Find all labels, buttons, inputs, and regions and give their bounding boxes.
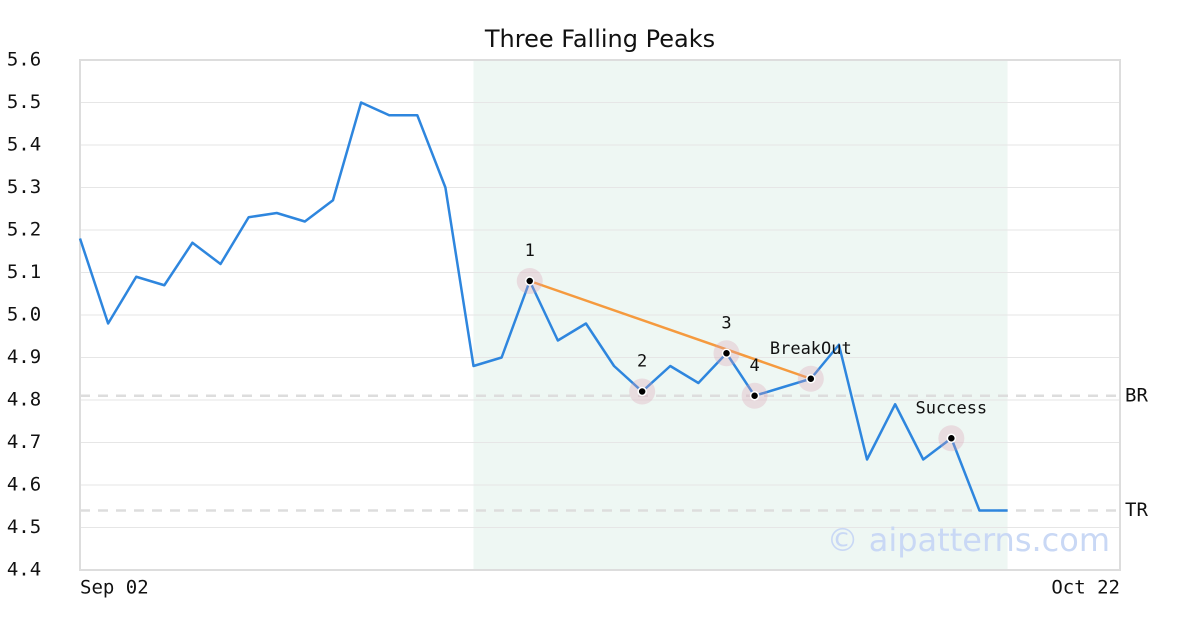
y-tick-label: 5.2 xyxy=(7,219,41,241)
point-dot xyxy=(749,391,760,401)
x-tick-label: Sep 02 xyxy=(80,577,149,599)
point-label: BreakOut xyxy=(770,339,852,359)
y-tick-label: 4.7 xyxy=(7,431,41,453)
y-tick-label: 5.4 xyxy=(7,134,41,156)
y-tick-label: 4.6 xyxy=(7,474,41,496)
chart-title: Three Falling Peaks xyxy=(484,25,715,53)
point-dot xyxy=(721,348,732,358)
price-line xyxy=(78,101,1008,512)
y-tick-label: 4.8 xyxy=(7,389,41,411)
y-tick-label: 4.9 xyxy=(7,346,41,368)
point-label: 4 xyxy=(749,356,759,376)
y-tick-label: 5.3 xyxy=(7,176,41,198)
point-dot xyxy=(637,386,647,397)
point-label: 3 xyxy=(721,313,731,333)
reference-label: TR xyxy=(1125,499,1148,521)
watermark: © aipatterns.com xyxy=(827,521,1110,559)
x-tick-label: Oct 22 xyxy=(1051,577,1120,599)
y-tick-label: 5.6 xyxy=(7,49,41,71)
point-dot xyxy=(946,433,957,443)
y-tick-label: 4.5 xyxy=(7,516,41,538)
plot-frame xyxy=(79,59,1121,571)
point-label: 2 xyxy=(637,352,647,372)
point-dot xyxy=(806,374,816,384)
pattern-line xyxy=(529,279,812,380)
point-label: Success xyxy=(916,398,988,418)
point-dot xyxy=(524,276,535,286)
y-tick-label: 5.0 xyxy=(7,304,41,326)
point-label: 1 xyxy=(525,241,535,261)
y-tick-label: 4.4 xyxy=(7,559,41,581)
y-tick-label: 5.5 xyxy=(7,91,41,113)
reference-label: BR xyxy=(1125,384,1148,406)
y-tick-label: 5.1 xyxy=(7,261,41,283)
